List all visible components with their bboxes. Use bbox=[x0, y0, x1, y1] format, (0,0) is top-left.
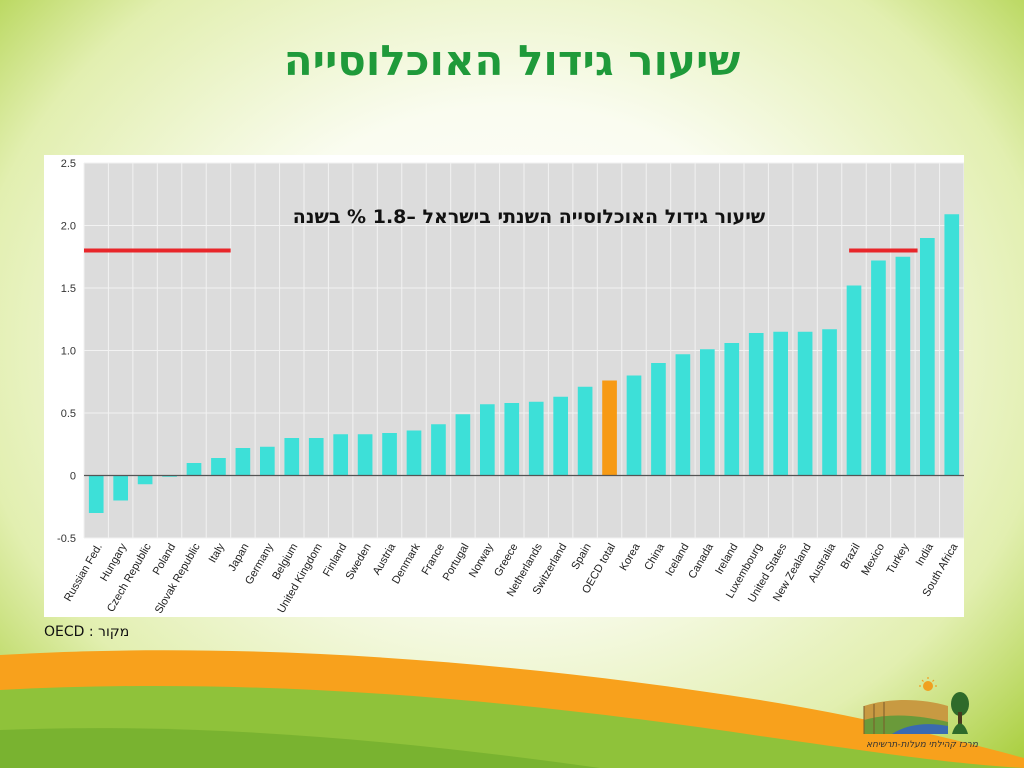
x-tick-label: Russian Fed. bbox=[62, 542, 105, 604]
bar bbox=[308, 438, 324, 476]
community-center-logo bbox=[863, 677, 969, 734]
bar bbox=[700, 349, 715, 476]
bar bbox=[162, 475, 177, 477]
bar bbox=[577, 386, 593, 476]
bar bbox=[480, 404, 495, 476]
bar bbox=[626, 375, 642, 476]
bar bbox=[748, 333, 764, 476]
bar bbox=[920, 238, 935, 476]
x-tick-label: Brazil bbox=[839, 542, 863, 572]
bar bbox=[553, 396, 568, 476]
x-tick-label: China bbox=[642, 541, 667, 573]
bar bbox=[382, 433, 397, 476]
bar bbox=[504, 403, 520, 476]
bar bbox=[137, 475, 153, 485]
x-tick-label: Spain bbox=[569, 542, 593, 572]
bar bbox=[88, 475, 104, 513]
slide-title: שיעור גידול האוכלוסייה bbox=[283, 36, 741, 85]
bar bbox=[797, 331, 813, 476]
y-tick-label: 0 bbox=[70, 471, 76, 483]
bar bbox=[675, 354, 691, 476]
x-tick-label: Korea bbox=[618, 541, 644, 573]
bar bbox=[260, 446, 275, 476]
x-tick-label: Turkey bbox=[885, 541, 912, 576]
bar bbox=[186, 463, 202, 476]
x-tick-label: Slovak Republic bbox=[153, 541, 203, 616]
bar bbox=[944, 214, 960, 476]
x-tick-label: Norway bbox=[467, 541, 496, 580]
israel-growth-annotation: שיעור גידול האוכלוסייה השנתי בישראל –1.8… bbox=[292, 206, 766, 228]
y-tick-label: -0.5 bbox=[57, 533, 76, 545]
bar bbox=[455, 414, 471, 476]
bar bbox=[333, 434, 348, 476]
bar bbox=[895, 256, 911, 476]
bar bbox=[602, 380, 617, 476]
bar bbox=[284, 438, 300, 476]
x-tick-label: Mexico bbox=[859, 542, 887, 578]
bar bbox=[211, 458, 226, 476]
y-tick-label: 1.5 bbox=[61, 283, 76, 295]
x-tick-label: Canada bbox=[686, 541, 716, 581]
x-tick-label: Japan bbox=[226, 542, 251, 574]
bar bbox=[235, 448, 251, 476]
bar bbox=[773, 331, 788, 476]
y-tick-label: 2.5 bbox=[61, 158, 76, 170]
bar bbox=[871, 260, 886, 476]
source-note: OECD : מקור bbox=[44, 624, 130, 640]
y-tick-label: 1.0 bbox=[61, 346, 76, 358]
y-tick-label: 2.0 bbox=[61, 221, 76, 233]
bar bbox=[724, 343, 740, 476]
bar bbox=[651, 363, 666, 476]
bar bbox=[406, 430, 422, 476]
bar bbox=[113, 475, 128, 501]
logo-caption: מרכז קהילתי מעלות-תרשיחא bbox=[866, 740, 978, 750]
bar bbox=[822, 329, 837, 476]
chart-panel: 2.5 2.0 1.5 1.0 0.5 0 -0.5 Russian Fed. Hungary C… bbox=[44, 155, 964, 617]
y-tick-label: 0.5 bbox=[61, 408, 76, 420]
x-tick-label: India bbox=[914, 541, 937, 568]
bar bbox=[846, 285, 862, 476]
bar bbox=[431, 424, 446, 476]
bar bbox=[357, 434, 373, 476]
x-tick-label: Italy bbox=[207, 541, 228, 565]
bar bbox=[528, 401, 544, 476]
